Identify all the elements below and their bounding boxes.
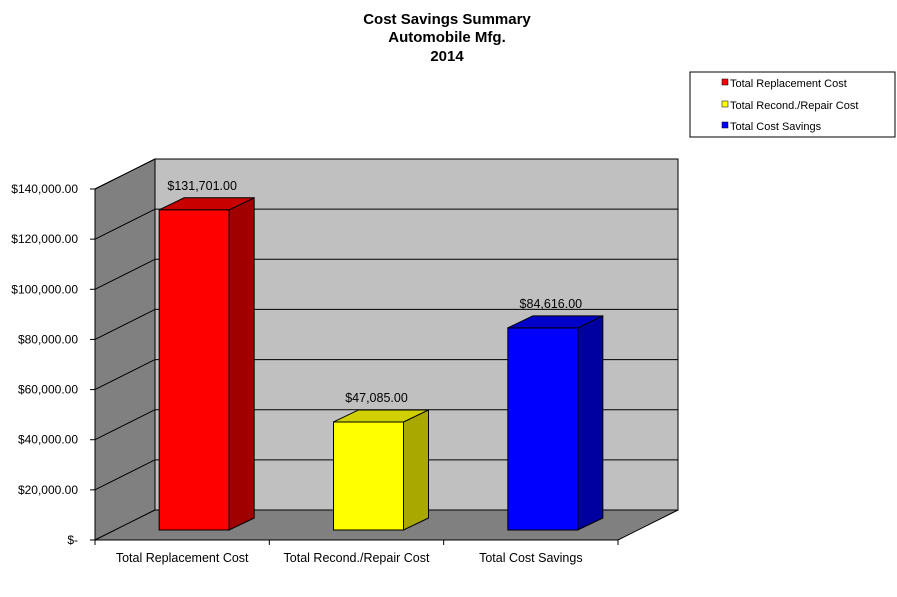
y-tick-label: $120,000.00 [11,232,78,246]
y-axis: $- $20,000.00 $40,000.00 $60,000.00 $80,000.… [11,182,96,547]
legend-swatch-savings [721,121,729,129]
gridline-side [94,158,156,190]
y-tick-label: $60,000.00 [18,383,78,397]
bar-front [507,327,579,531]
gridline-side [94,459,156,491]
gridline-side [94,359,156,391]
bar-side [577,315,604,531]
bar-1 [158,197,255,531]
y-tick-label: $100,000.00 [11,282,78,296]
x-axis: Total Replacement Cost Total Recond./Repa… [94,539,619,565]
y-tick-label: $80,000.00 [18,332,78,346]
gridline-side [94,409,156,441]
x-tick-label: Total Cost Savings [479,551,583,565]
bar-side [403,409,429,531]
bar-top [158,197,255,211]
bar-2 [333,409,429,531]
x-tick-label: Total Recond./Repair Cost [284,551,430,565]
legend-label-recond: Total Recond./Repair Cost [730,100,858,112]
gridline-side [94,308,156,340]
bar-front [158,209,230,531]
data-label: $131,701.00 [167,179,237,193]
y-tick-label: $- [67,533,78,547]
legend-label-savings: Total Cost Savings [730,121,822,133]
bar-side [228,197,255,531]
bar-3 [507,315,604,531]
legend-swatch-replacement [721,78,729,86]
legend-swatch-recond [721,100,729,108]
bar-top [507,315,604,329]
data-label: $84,616.00 [520,297,583,311]
data-label: $47,085.00 [345,391,408,405]
bar-top [333,409,429,423]
legend-label-replacement: Total Replacement Cost [730,78,847,90]
legend: Total Replacement Cost Total Recond./Rep… [689,71,896,138]
x-tick-label: Total Replacement Cost [116,551,249,565]
gridline-side [94,208,156,240]
data-labels: $131,701.00 $47,085.00 $84,616.00 [167,179,582,405]
bar-front [333,421,404,531]
side-wall [94,158,156,541]
y-tick-label: $20,000.00 [18,483,78,497]
chart-title-line-2: Automobile Mfg. [388,29,505,46]
bars [158,197,604,531]
y-tick-label: $140,000.00 [11,182,78,196]
chart-title-line-1: Cost Savings Summary [363,11,531,28]
y-tick-label: $40,000.00 [18,433,78,447]
gridline-side [94,258,156,290]
chart-title-line-3: 2014 [430,48,464,65]
